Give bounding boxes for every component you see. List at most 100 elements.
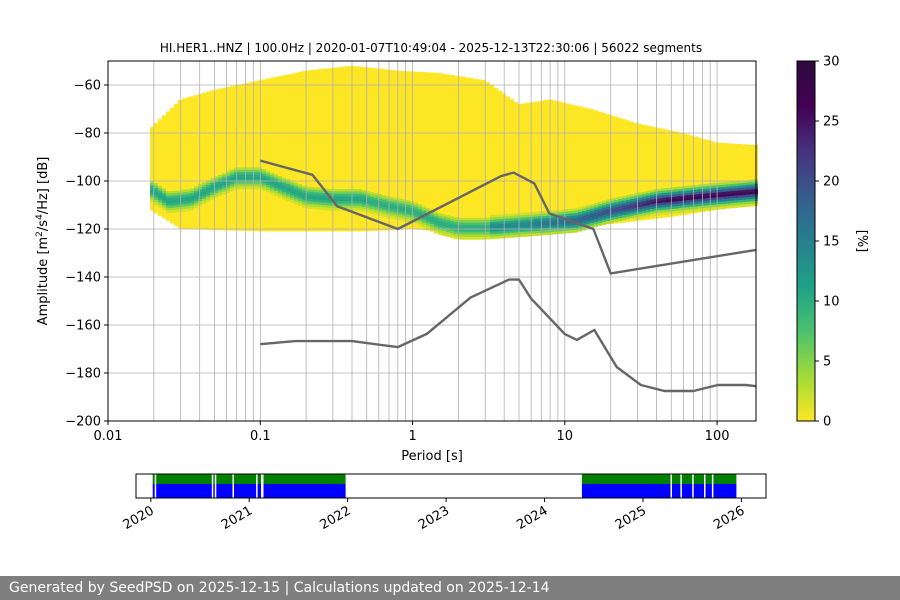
heatmap-cell — [694, 194, 698, 198]
heatmap-cell — [378, 213, 382, 216]
heatmap-band — [370, 67, 374, 232]
heatmap-cell — [294, 184, 298, 188]
heatmap-cell — [486, 227, 490, 230]
heatmap-cell — [442, 216, 446, 220]
heatmap-cell — [286, 193, 290, 197]
heatmap-cell — [274, 193, 278, 197]
heatmap-cell — [286, 184, 290, 187]
heatmap-cell — [598, 223, 602, 226]
heatmap-cell — [182, 208, 186, 212]
heatmap-cell — [690, 185, 694, 188]
heatmap-cell — [690, 199, 694, 203]
heatmap-cell — [346, 189, 350, 192]
heatmap-cell — [234, 172, 238, 176]
heatmap-cell — [638, 216, 642, 220]
heatmap-cell — [742, 202, 746, 205]
heatmap-cell — [338, 193, 342, 197]
heatmap-cell — [442, 214, 446, 217]
heatmap-cell — [154, 185, 158, 189]
heatmap-cell — [446, 215, 450, 218]
heatmap-cell — [570, 230, 574, 233]
heatmap-cell — [702, 184, 706, 187]
heatmap-band — [154, 122, 158, 214]
heatmap-cell — [442, 219, 446, 222]
x-axis-ticks: 0.01 0.1 1 10 100 — [94, 421, 730, 444]
heatmap-cell — [510, 215, 514, 219]
heatmap-cell — [238, 184, 242, 187]
heatmap-cell — [238, 169, 242, 173]
heatmap-cell — [466, 225, 470, 228]
heatmap-cell — [290, 190, 294, 194]
heatmap-cell — [174, 209, 178, 213]
y-tick-label: −180 — [65, 367, 101, 382]
heatmap-cell — [194, 188, 198, 192]
heatmap-cell — [366, 205, 370, 209]
heatmap-cell — [682, 190, 686, 194]
heatmap-cell — [518, 217, 522, 221]
y-tick-label: −200 — [65, 415, 101, 430]
heatmap-cell — [486, 224, 490, 228]
heatmap-cell — [630, 203, 634, 207]
heatmap-cell — [250, 186, 254, 190]
heatmap-cell — [550, 217, 554, 221]
heatmap-cell — [446, 222, 450, 226]
heatmap-cell — [750, 196, 754, 200]
heatmap-cell — [498, 226, 502, 230]
heatmap-cell — [730, 198, 734, 201]
heatmap-cell — [202, 184, 206, 188]
heatmap-cell — [490, 236, 494, 240]
heatmap-cell — [282, 196, 286, 200]
heatmap-band — [534, 101, 538, 231]
heatmap-cell — [290, 195, 294, 198]
heatmap-cell — [190, 193, 194, 196]
heatmap-cell — [518, 215, 522, 218]
heatmap-cell — [738, 183, 742, 186]
heatmap-cell — [414, 212, 418, 215]
heatmap-band — [158, 119, 162, 216]
heatmap-cell — [382, 197, 386, 201]
heatmap-band — [386, 69, 390, 231]
heatmap-cell — [430, 226, 434, 230]
heatmap-cell — [182, 196, 186, 200]
heatmap-cell — [698, 208, 702, 212]
heatmap-cell — [150, 199, 154, 203]
heatmap-cell — [562, 231, 566, 234]
heatmap-cell — [414, 216, 418, 220]
heatmap-cell — [654, 191, 658, 195]
heatmap-band — [358, 66, 362, 232]
heatmap-cell — [154, 192, 158, 196]
heatmap-cell — [582, 220, 586, 224]
heatmap-cell — [334, 198, 338, 202]
heatmap-cell — [694, 184, 698, 188]
heatmap-cell — [590, 223, 594, 226]
heatmap-cell — [210, 183, 214, 186]
heatmap-cell — [654, 189, 658, 192]
heatmap-cell — [706, 190, 710, 194]
heatmap-cell — [630, 210, 634, 214]
heatmap-cell — [678, 193, 682, 197]
heatmap-cell — [674, 208, 678, 212]
heatmap-cell — [646, 198, 650, 201]
heatmap-cell — [262, 181, 266, 184]
heatmap-cell — [318, 190, 322, 193]
heatmap-cell — [278, 190, 282, 193]
heatmap-cell — [290, 183, 294, 186]
heatmap-cell — [314, 206, 318, 210]
heatmap-cell — [610, 210, 614, 213]
heatmap-cell — [542, 215, 546, 219]
heatmap-cell — [538, 218, 542, 222]
heatmap-cell — [738, 195, 742, 198]
heatmap-band — [578, 106, 582, 228]
heatmap-cell — [278, 175, 282, 179]
heatmap-cell — [606, 206, 610, 210]
heatmap-cell — [410, 217, 414, 221]
heatmap-cell — [226, 185, 230, 189]
heatmap-cell — [422, 225, 426, 228]
heatmap-cell — [634, 195, 638, 199]
heatmap-cell — [558, 219, 562, 222]
heatmap-band — [554, 100, 558, 230]
heatmap-cell — [510, 220, 514, 224]
heatmap-cell — [242, 172, 246, 175]
heatmap-cell — [370, 211, 374, 214]
heatmap-cell — [438, 232, 442, 236]
